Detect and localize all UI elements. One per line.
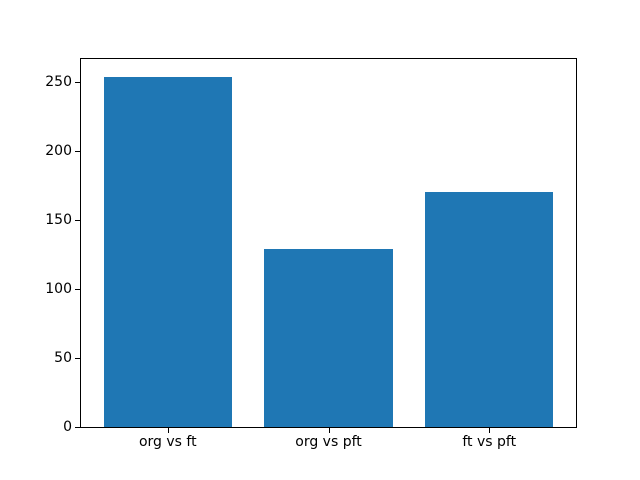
- y-tick-label: 50: [54, 350, 72, 366]
- bar-org-vs-ft: [103, 76, 233, 427]
- y-tick-mark: [75, 289, 80, 291]
- y-tick-mark: [75, 151, 80, 153]
- y-tick-mark: [75, 427, 80, 428]
- y-tick-mark: [75, 220, 80, 222]
- y-tick-mark: [75, 82, 80, 84]
- x-tick-label-org-vs-pft: org vs pft: [295, 434, 362, 450]
- y-tick-label: 150: [45, 212, 72, 229]
- y-tick-mark: [75, 358, 80, 359]
- y-tick-label: 0: [63, 419, 72, 435]
- x-tick-mark: [328, 428, 330, 433]
- y-tick-label: 200: [45, 143, 72, 160]
- x-tick-mark: [167, 428, 169, 433]
- x-tick-mark: [489, 428, 491, 433]
- bar-org-vs-pft: [264, 249, 393, 427]
- y-tick-label: 250: [45, 74, 72, 91]
- x-tick-label-org-vs-ft: org vs ft: [138, 434, 197, 450]
- y-tick-label: 100: [45, 281, 72, 298]
- plot-area: org vs ft org vs pft ft vs pft 0 50 100 150 200…: [45, 58, 577, 449]
- x-tick-label-ft-vs-pft: ft vs pft: [462, 434, 517, 450]
- bar-ft-vs-pft: [424, 192, 554, 427]
